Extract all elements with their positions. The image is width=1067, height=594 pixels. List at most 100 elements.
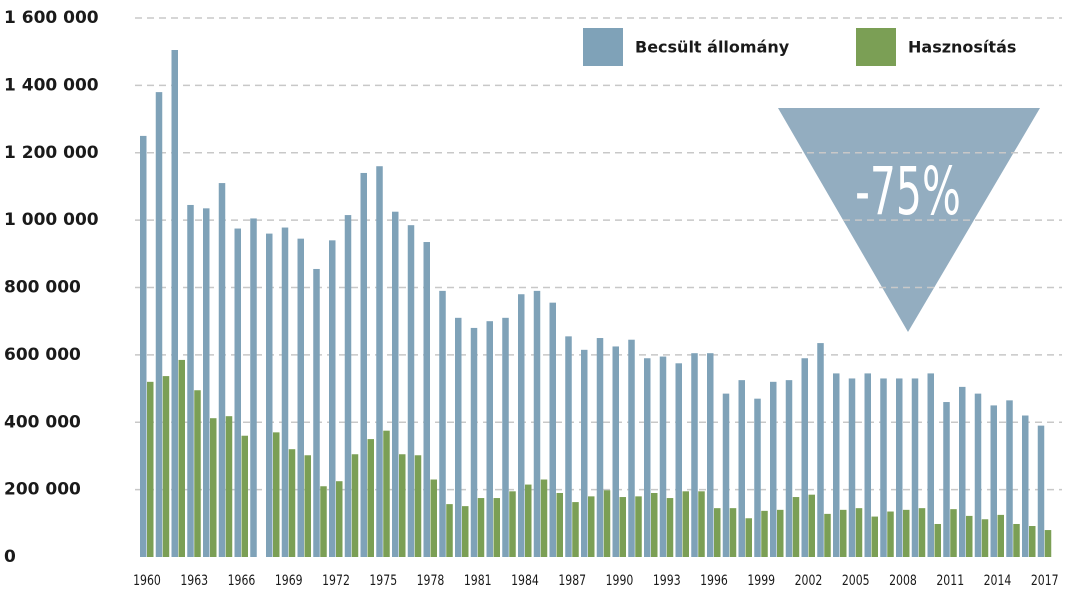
- legend-label: Hasznosítás: [908, 38, 1016, 57]
- y-tick-label: 0: [4, 547, 16, 567]
- bar: [1029, 526, 1036, 557]
- bar: [288, 449, 296, 557]
- x-tick-label: 1996: [700, 572, 728, 589]
- bar: [981, 519, 989, 557]
- bar: [320, 486, 327, 557]
- x-tick-label: 1978: [417, 572, 445, 589]
- bar: [407, 225, 415, 557]
- x-tick-label: 1981: [464, 572, 492, 589]
- x-tick-label: 2011: [936, 572, 964, 589]
- bar: [745, 518, 752, 557]
- bar: [848, 378, 856, 557]
- bar: [549, 302, 556, 557]
- y-tick-label: 600 000: [4, 345, 81, 365]
- bar: [635, 496, 642, 557]
- bar: [518, 294, 525, 557]
- bar: [1006, 400, 1013, 557]
- bar: [351, 454, 359, 557]
- bar: [707, 353, 714, 557]
- bar: [871, 516, 878, 557]
- bar: [572, 502, 579, 557]
- bar: [502, 317, 509, 557]
- bar: [344, 215, 352, 557]
- x-tick-label: 1975: [369, 572, 397, 589]
- bar: [533, 290, 541, 557]
- bar: [509, 491, 516, 557]
- bar: [990, 405, 997, 557]
- bar: [896, 378, 903, 557]
- bar: [675, 363, 682, 557]
- bar: [824, 513, 831, 557]
- x-tick-label: 1987: [558, 572, 586, 589]
- bar: [785, 380, 793, 557]
- bar: [603, 490, 611, 557]
- bar: [966, 515, 973, 557]
- bar: [462, 506, 469, 557]
- bar: [210, 418, 217, 557]
- y-tick-label: 1 000 000: [4, 210, 99, 230]
- bar: [959, 386, 966, 557]
- bar: [329, 240, 336, 557]
- x-tick-label: 2014: [984, 572, 1012, 589]
- bar: [777, 509, 784, 557]
- y-tick-label: 200 000: [4, 480, 81, 500]
- x-tick-label: 1966: [228, 572, 256, 589]
- bar: [903, 509, 910, 557]
- bar: [588, 496, 595, 557]
- bar: [761, 510, 768, 557]
- bar: [644, 358, 651, 557]
- bar: [808, 494, 815, 557]
- y-tick-label: 1 200 000: [4, 143, 99, 163]
- bar: [477, 498, 485, 557]
- x-tick-label: 1960: [133, 572, 161, 589]
- bar: [918, 508, 926, 557]
- x-tick-label: 1972: [322, 572, 350, 589]
- bar: [470, 327, 478, 557]
- bar: [187, 204, 194, 557]
- x-tick-label: 1999: [747, 572, 775, 589]
- bar: [596, 338, 604, 557]
- bar: [556, 492, 563, 557]
- bar: [250, 218, 257, 558]
- bar: [855, 508, 863, 557]
- bar: [414, 455, 422, 557]
- bar: [911, 378, 919, 557]
- bar: [171, 50, 178, 558]
- bar: [162, 376, 170, 557]
- bar: [943, 402, 950, 557]
- bar: [698, 491, 705, 557]
- bar: [140, 135, 147, 557]
- bar: [241, 435, 248, 557]
- bar: [738, 380, 745, 557]
- bar: [1037, 425, 1045, 557]
- bar: [486, 321, 493, 557]
- legend-swatch: [583, 28, 623, 66]
- bar: [376, 166, 383, 557]
- bar: [770, 381, 777, 557]
- bar: [682, 491, 689, 557]
- bar: [203, 208, 210, 557]
- bar: [525, 484, 532, 557]
- bar: [147, 381, 154, 557]
- x-tick-label: 1969: [275, 572, 303, 589]
- bar: [423, 242, 430, 557]
- bar: [493, 498, 500, 557]
- bar: [178, 359, 185, 557]
- y-tick-label: 1 400 000: [4, 75, 99, 95]
- x-tick-label: 2005: [842, 572, 870, 589]
- bar: [336, 481, 343, 557]
- y-tick-label: 800 000: [4, 278, 81, 298]
- bar: [714, 508, 721, 557]
- x-tick-label: 1993: [653, 572, 681, 589]
- bar: [691, 353, 698, 557]
- bar: [659, 356, 667, 557]
- y-tick-label: 400 000: [4, 412, 81, 432]
- bar: [754, 398, 761, 557]
- bar: [619, 497, 626, 557]
- x-tick-label: 1990: [606, 572, 634, 589]
- bar: [887, 511, 894, 557]
- bar: [666, 498, 674, 557]
- bar: [266, 233, 273, 557]
- bar: [439, 290, 446, 557]
